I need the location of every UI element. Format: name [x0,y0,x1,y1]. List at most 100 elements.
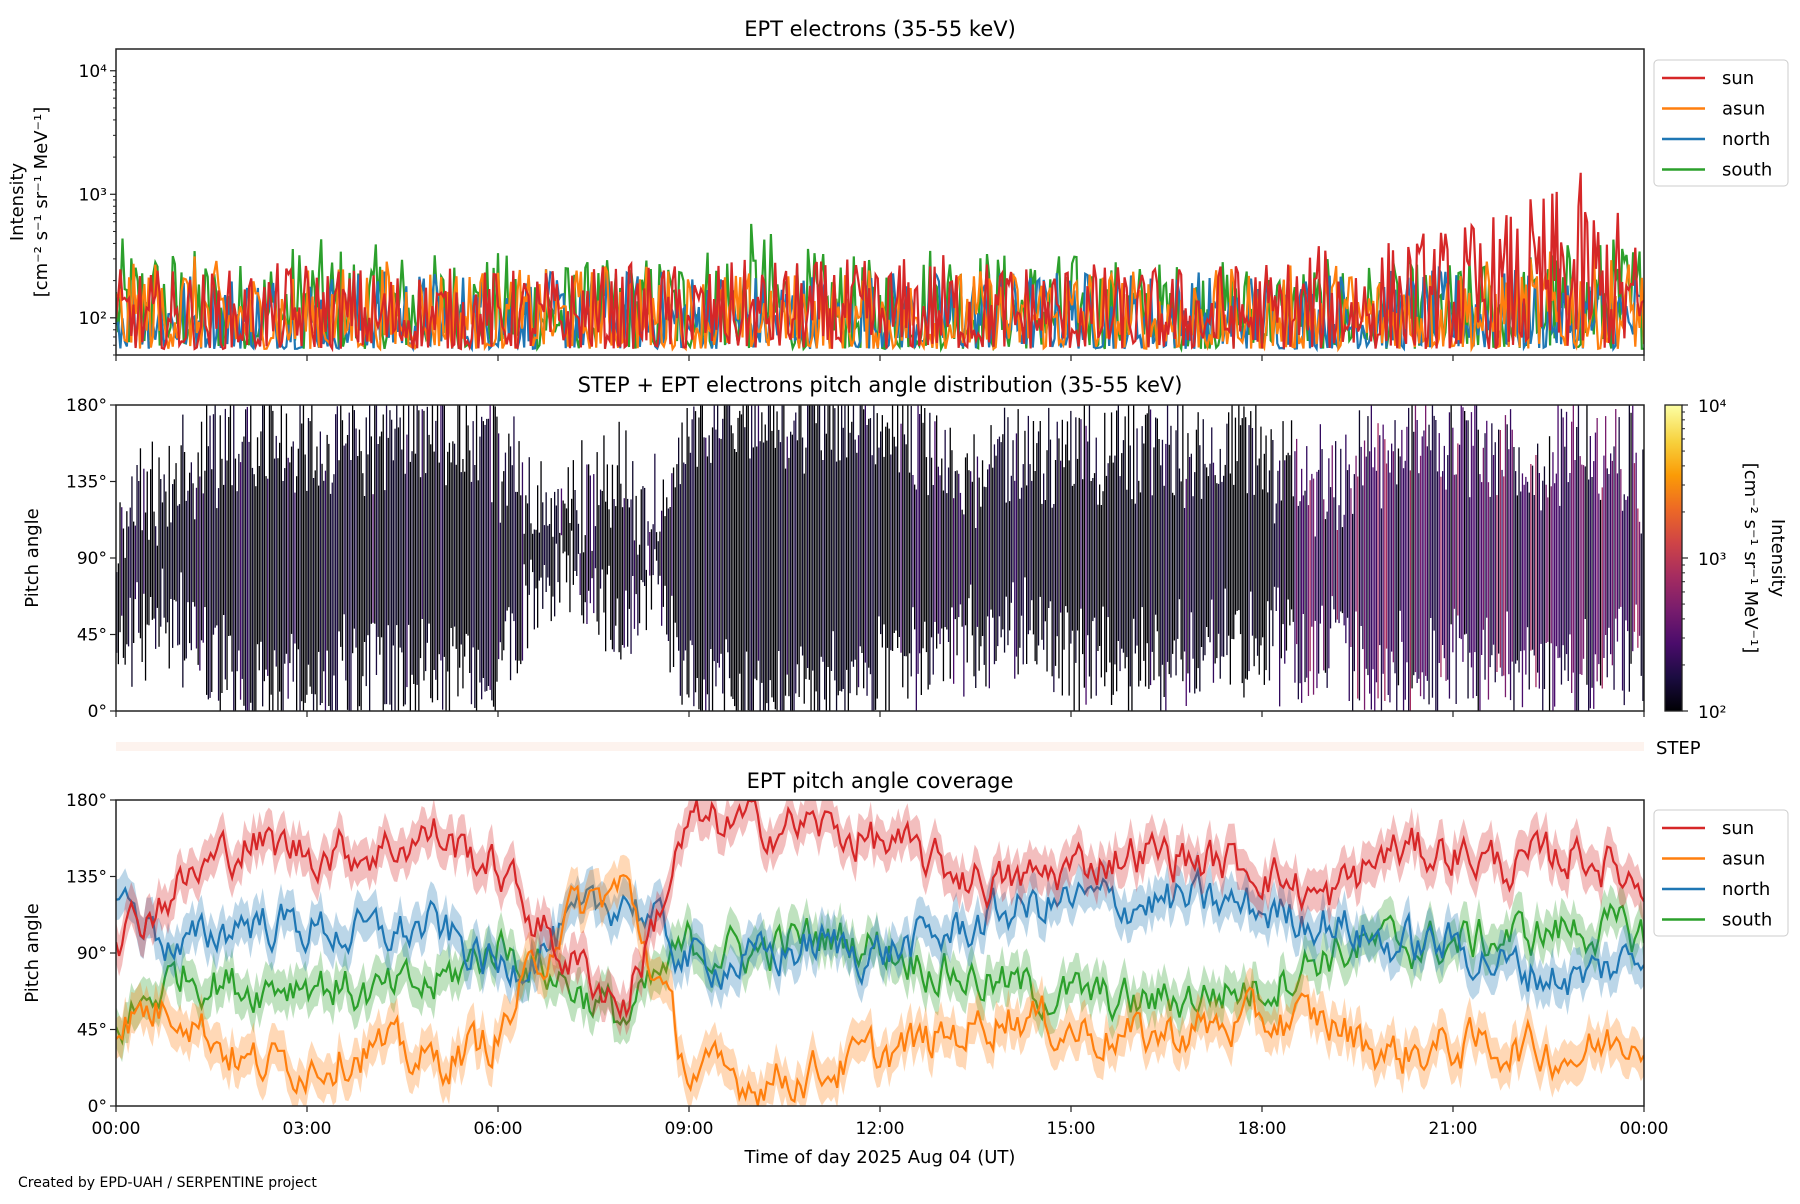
heatmap-cell [725,405,727,640]
heatmap-cell [518,441,520,661]
heatmap-cell [1409,470,1411,711]
heatmap-cell [1518,447,1520,673]
heatmap-cell [1548,436,1551,711]
legend-label-south: south [1722,160,1772,181]
heatmap-cell [841,405,843,692]
legend-box [1653,59,1789,187]
legend-box [1653,809,1789,937]
heatmap-cell [1479,474,1481,711]
heatmap-cell [1083,405,1085,688]
heatmap-cell [603,435,605,613]
heatmap-cell [642,486,644,583]
heatmap-cell [1572,405,1574,673]
heatmap-cell [559,532,561,603]
heatmap-cell [591,550,593,579]
heatmap-cell [922,422,924,649]
heatmap-cell [1492,455,1495,645]
heatmap-cell [173,479,175,600]
heatmap-cell [941,458,943,629]
heatmap-cell [936,415,938,649]
heatmap-cell [970,471,972,585]
heatmap-cell [628,507,630,609]
heatmap-cell [1447,455,1449,680]
heatmap-cell [1363,440,1366,710]
heatmap-cell [713,405,715,662]
heatmap-cell [1182,405,1184,682]
y-tick-label: 10² [79,309,107,329]
heatmap-cell [1082,479,1084,655]
heatmap-cell [1131,499,1133,711]
x-tick-label: 12:00 [856,1119,905,1139]
heatmap-cell [703,437,705,680]
heatmap-cell [555,505,557,544]
heatmap-cell [968,470,970,599]
heatmap-cell [224,408,226,680]
heatmap-cell [813,405,816,711]
heatmap-cell [369,405,371,711]
heatmap-cell [822,460,824,662]
heatmap-cell [1289,455,1291,626]
heatmap-cell [944,429,946,628]
heatmap-cell [333,474,335,676]
heatmap-cell [1385,463,1388,649]
heatmap-cell [138,481,140,633]
heatmap-cell [520,495,522,665]
heatmap-cell [1394,420,1396,674]
heatmap-cell [1143,443,1145,661]
heatmap-cell [487,418,490,686]
heatmap-cell [1312,478,1315,695]
heatmap-cell [859,405,861,647]
heatmap-cell [255,486,257,711]
heatmap-cell [1523,484,1525,651]
heatmap-cell [579,553,581,595]
series-line-sun [116,800,1644,1021]
y-tick-label: 135° [66,473,107,493]
heatmap-cell [728,405,731,679]
heatmap-cell [209,415,211,698]
heatmap-cell [691,419,693,646]
heatmap-cell [290,446,293,634]
heatmap-cell [1462,407,1464,662]
heatmap-cell [893,436,895,633]
heatmap-cell [790,431,792,711]
heatmap-cell [1443,445,1445,659]
series-line-asun [116,874,1644,1106]
heatmap-cell [698,417,700,710]
heatmap-cell [328,443,330,706]
heatmap-cell [769,405,771,681]
heatmap-cell [1116,410,1118,692]
heatmap-cell [139,448,142,639]
heatmap-cell [532,533,534,573]
heatmap-cell [588,464,590,591]
panel3-plot-area [116,800,1644,1106]
heatmap-cell [160,479,162,627]
heatmap-cell [717,405,719,663]
heatmap-cell [1528,492,1530,690]
heatmap-cell [571,498,573,531]
heatmap-cell [1144,414,1147,687]
heatmap-cell [747,405,749,711]
heatmap-cell [443,405,445,657]
heatmap-cell [564,503,566,552]
heatmap-cell [805,447,807,680]
heatmap-cell [1207,476,1209,637]
heatmap-cell [1309,480,1311,672]
heatmap-cell [1053,504,1055,693]
heatmap-cell [1070,410,1072,644]
y-tick-label: 45° [77,626,107,646]
heatmap-cell [686,408,688,695]
heatmap-cell [1543,466,1546,689]
heatmap-cell [1442,471,1444,645]
heatmap-cell [771,430,773,698]
heatmap-cell [654,453,656,550]
heatmap-cell [820,450,822,657]
heatmap-cell [448,442,451,711]
heatmap-cell [221,458,223,693]
heatmap-cell [335,414,337,711]
heatmap-cell [1579,456,1581,675]
heatmap-cell [1187,433,1189,674]
heatmap-cell [1032,421,1035,635]
heatmap-cell [808,405,810,680]
heatmap-cell [708,435,710,711]
heatmap-cell [426,406,428,643]
